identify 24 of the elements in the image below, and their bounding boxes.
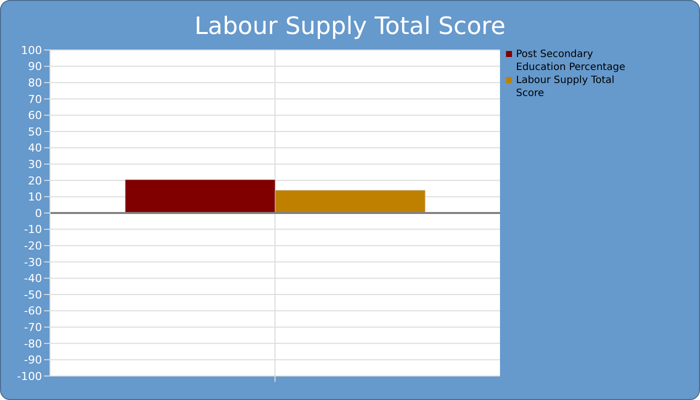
y-tick-label: -60 [24, 304, 42, 318]
y-tick-label: 50 [28, 125, 42, 138]
y-tick-label: -10 [24, 223, 42, 236]
legend-label: Labour Supply Total Score [516, 74, 616, 100]
y-tick-label: -50 [24, 288, 42, 302]
y-tick-label: 60 [28, 109, 42, 122]
y-tick-label: 30 [28, 158, 42, 172]
y-tick-label: 20 [28, 174, 42, 188]
legend-label: Post Secondary Education Percentage [516, 48, 626, 74]
y-tick-label: -30 [24, 256, 42, 269]
y-tick-label: -80 [24, 337, 42, 350]
y-tick-label: -100 [17, 370, 42, 383]
y-tick-label: 90 [28, 60, 42, 74]
y-tick-label: -20 [24, 240, 42, 253]
y-tick-label: 80 [28, 76, 42, 90]
y-tick-label: 70 [28, 92, 42, 106]
y-tick-label: 100 [21, 44, 42, 57]
y-tick-label: 10 [28, 190, 42, 204]
y-tick-label: 40 [28, 142, 42, 155]
chart-title: Labour Supply Total Score [193, 12, 506, 40]
y-tick-label: -90 [24, 354, 42, 367]
y-tick-label: -70 [24, 321, 42, 334]
y-tick-label: -40 [24, 272, 42, 286]
y-tick-label: 0 [35, 206, 42, 220]
